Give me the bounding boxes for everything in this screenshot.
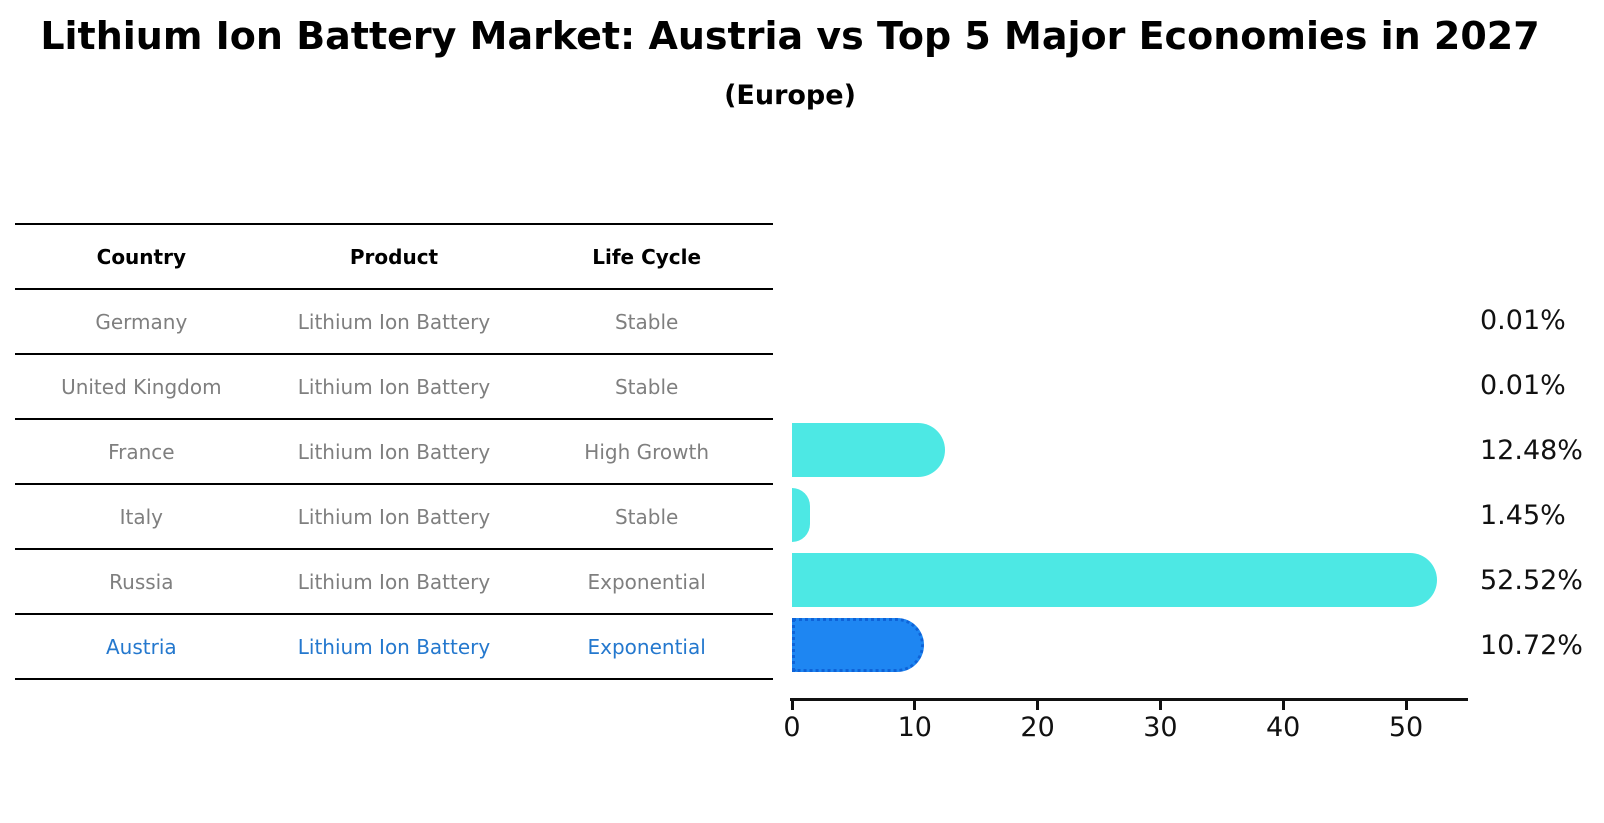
cell-product: Lithium Ion Battery <box>297 374 491 399</box>
cell-country: Italy <box>119 504 164 529</box>
x-axis-tick <box>790 701 794 710</box>
table-header-row: Country Product Life Cycle <box>15 223 773 288</box>
bar-austria <box>792 618 924 672</box>
x-axis-line <box>790 698 1468 701</box>
x-axis-tick-label: 10 <box>897 712 932 743</box>
x-axis-tick-label: 20 <box>1020 712 1055 743</box>
cell-product: Lithium Ion Battery <box>297 569 491 594</box>
table-row-france: France Lithium Ion Battery High Growth <box>15 418 773 483</box>
cell-product: Lithium Ion Battery <box>297 309 491 334</box>
table-row-italy: Italy Lithium Ion Battery Stable <box>15 483 773 548</box>
x-axis-tick-label: 50 <box>1388 712 1424 743</box>
x-axis-tick <box>1281 701 1285 710</box>
page-subtitle: (Europe) <box>724 80 856 111</box>
value-label-united-kingdom: 0.01% <box>1480 370 1566 401</box>
table-row-germany: Germany Lithium Ion Battery Stable <box>15 288 773 353</box>
bar-italy <box>792 488 810 542</box>
cell-life-cycle: Stable <box>614 309 679 334</box>
cell-country: Germany <box>95 309 188 334</box>
cell-product: Lithium Ion Battery <box>297 504 491 529</box>
cell-country: France <box>108 439 175 464</box>
x-axis-tick <box>1036 701 1040 710</box>
column-header-life-cycle: Life Cycle <box>592 244 702 269</box>
value-label-italy: 1.45% <box>1480 500 1566 531</box>
column-header-product: Product <box>349 244 439 269</box>
x-axis-tick-label: 30 <box>1143 712 1178 743</box>
bar-france <box>792 423 946 477</box>
page-title: Lithium Ion Battery Market: Austria vs T… <box>40 14 1540 58</box>
value-label-germany: 0.01% <box>1480 305 1566 336</box>
x-axis-tick-label: 0 <box>783 712 801 743</box>
cell-life-cycle: High Growth <box>584 439 710 464</box>
cell-product: Lithium Ion Battery <box>297 634 491 659</box>
x-axis-tick <box>1158 701 1162 710</box>
table-row-austria: Austria Lithium Ion Battery Exponential <box>15 613 773 678</box>
cell-country: Austria <box>106 634 177 659</box>
cell-life-cycle: Exponential <box>587 634 706 659</box>
table-row-russia: Russia Lithium Ion Battery Exponential <box>15 548 773 613</box>
value-label-austria: 10.72% <box>1480 630 1583 661</box>
column-header-country: Country <box>96 244 186 269</box>
comparison-table: Country Product Life Cycle Germany Lithi… <box>15 223 773 680</box>
cell-country: United Kingdom <box>61 374 222 399</box>
cell-life-cycle: Stable <box>614 504 679 529</box>
value-label-russia: 52.52% <box>1480 565 1583 596</box>
bar-russia <box>792 553 1437 607</box>
table-row-united-kingdom: United Kingdom Lithium Ion Battery Stabl… <box>15 353 773 418</box>
x-axis-tick <box>913 701 917 710</box>
cell-life-cycle: Stable <box>614 374 679 399</box>
x-axis-tick-label: 40 <box>1266 712 1301 743</box>
value-label-france: 12.48% <box>1480 435 1583 466</box>
cell-country: Russia <box>109 569 174 594</box>
cell-life-cycle: Exponential <box>587 569 706 594</box>
x-axis-tick <box>1404 701 1408 710</box>
cell-product: Lithium Ion Battery <box>297 439 491 464</box>
